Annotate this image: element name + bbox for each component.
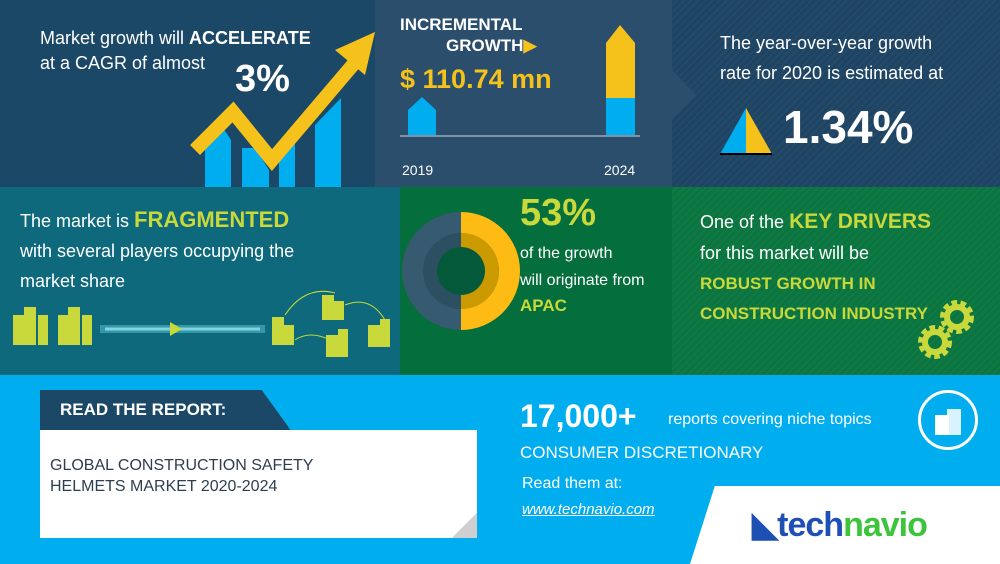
incremental-bars [400,25,640,137]
yoy-line2: rate for 2020 is estimated at [720,63,944,83]
yoy-line1: The year-over-year growth [720,33,933,53]
bar-2019 [408,97,436,135]
page-curl [452,512,477,538]
region-line2: will originate from [520,272,645,289]
cagr-line2: at a CAGR of almost [40,53,206,73]
incremental-title-line2: GROWTH▶ [400,35,537,56]
technavio-link[interactable]: www.technavio.com [522,501,655,518]
cagr-prefix: Market growth will [40,28,190,48]
fragmented-prefix: The market is [20,211,135,231]
category-label: CONSUMER DISCRETIONARY [520,443,764,462]
yoy-text: The year-over-year growth rate for 2020 i… [720,28,943,88]
region-line1: of the growth [520,245,613,262]
yoy-panel [672,0,1000,187]
drivers-emphasis: KEY DRIVERS [789,210,932,233]
buildings-icon [13,290,390,357]
panel-arrow [672,70,696,120]
year-end-label: 2024 [604,162,636,178]
bar-2024-increment [606,25,635,98]
report-title[interactable]: GLOBAL CONSTRUCTION SAFETY HELMETS MARKET… [50,455,313,497]
drivers-prefix: One of the [700,212,790,232]
fragmented-line1: The market is FRAGMENTED [20,205,294,236]
logo-tech: tech [777,506,844,544]
report-title-line2: HELMETS MARKET 2020-2024 [50,478,278,495]
region-value: 53% [520,192,597,234]
report-count-text: reports covering niche topics [668,411,872,428]
growth-arrow-chart-icon [190,32,375,187]
play-arrow-icon: ▶ [523,36,537,55]
fragmented-emphasis: FRAGMENTED [134,207,290,232]
yoy-value: 1.34% [783,101,914,153]
incremental-value: $ 110.74 mn [400,64,552,94]
report-header [40,390,292,432]
bar-2024-base [606,98,635,135]
report-count: 17,000+ [520,398,637,434]
drivers-line1: One of the KEY DRIVERS [700,210,931,234]
cagr-value: 3% [235,58,290,100]
driver-line2: CONSTRUCTION INDUSTRY [700,304,928,323]
report-title-line1: GLOBAL CONSTRUCTION SAFETY [50,457,314,474]
cagr-line1: Market growth will ACCELERATE [40,28,311,49]
report-header-label: READ THE REPORT: [60,400,227,419]
driver-line1: ROBUST GROWTH IN [700,274,876,293]
region-donut-chart [402,212,520,330]
logo-backdrop [690,486,1000,564]
fragmented-text: The market is FRAGMENTED with several pl… [20,205,294,296]
cagr-panel [0,0,375,187]
incremental-title-line1: INCREMENTAL [400,15,523,34]
logo-mark-icon: ◣ [752,506,778,544]
read-at-label: Read them at: [522,475,623,492]
fragmented-line3: market share [20,271,126,291]
fragmented-line2: with several players occupying the [20,241,295,261]
incremental-growth-label: GROWTH [446,36,524,55]
region-text: of the growth will originate from [520,240,644,294]
region-name: APAC [520,296,567,315]
incremental-title: INCREMENTAL GROWTH▶ [400,14,537,56]
logo-navio: navio [843,506,928,544]
shopping-bags-icon [918,390,978,450]
year-start-label: 2019 [402,162,434,178]
technavio-logo: ◣technavio [752,505,928,545]
drivers-line2: for this market will be [700,243,870,263]
report-card[interactable] [40,430,477,538]
gears-icon [918,300,974,359]
cagr-emphasis: ACCELERATE [189,28,311,48]
triangle-up-icon [720,108,772,155]
